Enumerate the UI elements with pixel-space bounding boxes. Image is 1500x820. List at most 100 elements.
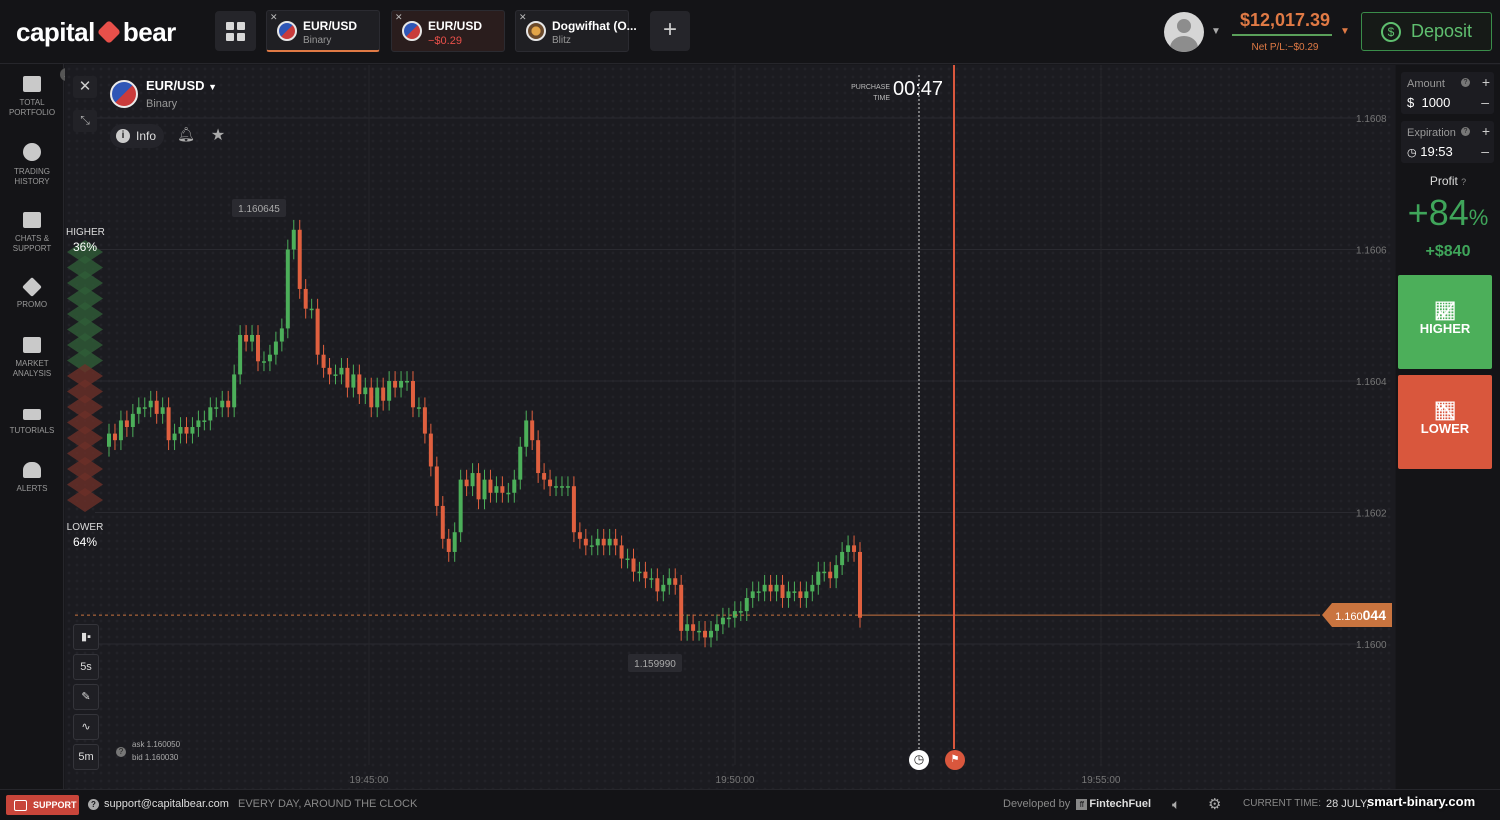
candle-body: [470, 473, 475, 487]
support-button[interactable]: SUPPORT: [6, 795, 79, 815]
candle-body: [846, 545, 851, 552]
info-button[interactable]: i Info: [110, 124, 165, 148]
support-email-link[interactable]: support@capitalbear.com: [88, 798, 229, 810]
timeframe-button[interactable]: 5m: [73, 744, 99, 770]
indicators-button[interactable]: ∿: [73, 714, 99, 740]
current-price-tag: 1.160044: [1322, 603, 1392, 627]
sidebar-item-chats-support[interactable]: CHATS & SUPPORT: [0, 212, 64, 254]
interval-button[interactable]: 5s: [73, 654, 99, 680]
gear-icon[interactable]: ⚙: [1208, 796, 1222, 813]
finish-flag-icon: ⚑: [945, 750, 965, 770]
candle-body: [786, 591, 791, 598]
amount-value[interactable]: $ 1000: [1407, 95, 1450, 110]
candle-body: [595, 538, 600, 546]
star-icon[interactable]: ★: [210, 127, 226, 144]
low-label-box: [628, 654, 682, 672]
higher-button[interactable]: 📈︎ HIGHER: [1398, 275, 1492, 369]
logo-text-right: bear: [122, 16, 176, 47]
sidebar-item-tutorials[interactable]: TUTORIALS: [0, 406, 64, 436]
sidebar-item-trading-history[interactable]: TRADING HISTORY: [0, 143, 64, 187]
close-tab-icon[interactable]: ✕: [270, 12, 278, 22]
asset-selector[interactable]: EUR/USD ▼: [146, 78, 217, 93]
clock-icon: [23, 143, 41, 161]
logo[interactable]: capital bear: [16, 14, 176, 50]
amount-minus-button[interactable]: –: [1481, 94, 1489, 110]
sidebar-item-market-analysis[interactable]: MARKET ANALYSIS: [0, 337, 64, 379]
candle-body: [333, 374, 338, 376]
candle-body: [244, 334, 249, 342]
candle-body: [536, 440, 541, 474]
ask-value: ask 1.160050: [132, 740, 181, 749]
sidebar-item-total-portfolio[interactable]: 1 TOTAL PORTFOLIO: [0, 68, 73, 118]
grid-cell-icon: [226, 22, 234, 30]
close-tab-icon[interactable]: ✕: [519, 12, 527, 22]
tab-asset-name: EUR/USD: [428, 19, 483, 33]
y-tick-label: 1.1600: [1356, 640, 1387, 651]
help-icon[interactable]: ?: [1461, 78, 1470, 87]
balance-chevron-down-icon[interactable]: ▼: [1340, 26, 1350, 37]
question-icon[interactable]: ?: [116, 747, 126, 757]
candle-body: [834, 565, 839, 579]
candle-body: [524, 420, 529, 447]
candle-body: [399, 381, 404, 388]
chart-type-button[interactable]: ▮▪: [73, 624, 99, 650]
profit-amount: +$840: [1425, 243, 1471, 260]
sidebar-item-promo[interactable]: PROMO: [0, 277, 64, 310]
candle-body: [506, 492, 511, 495]
chart-area[interactable]: 1.1608 1.1606 1.1604 1.1602 1.1600 19:45:00 19…: [65, 65, 1395, 789]
tab-pl-value: −$0.29: [428, 35, 462, 47]
lower-chevron-icon: [67, 426, 103, 450]
collapse-icon[interactable]: ⤡: [73, 110, 97, 132]
candle-body: [422, 407, 427, 434]
expiration-label: Expiration: [1407, 127, 1456, 139]
close-tab-icon[interactable]: ✕: [395, 12, 403, 22]
trend-up-icon: 📈︎: [1433, 301, 1457, 321]
candle-body: [208, 407, 213, 421]
amount-plus-button[interactable]: +: [1481, 74, 1490, 90]
add-tab-button[interactable]: +: [650, 11, 690, 51]
draw-tool-button[interactable]: ✎: [73, 684, 99, 710]
candle-body: [357, 374, 362, 395]
sidebar-item-label: ALERTS: [16, 484, 48, 493]
asset-tab-eurusd-trade[interactable]: ✕ EUR/USD −$0.29: [391, 10, 505, 52]
expiration-plus-button[interactable]: +: [1481, 123, 1490, 139]
y-tick-label: 1.1602: [1356, 509, 1387, 520]
sidebar-item-alerts[interactable]: ALERTS: [0, 462, 64, 494]
price-chart[interactable]: 1.1608 1.1606 1.1604 1.1602 1.1600 19:45:00 19…: [65, 65, 1395, 789]
top-bar: capital bear ✕ EUR/USD Binary ✕ EUR/USD …: [0, 0, 1500, 64]
volume-icon[interactable]: 🔈︎: [1172, 796, 1181, 812]
candle-body: [649, 578, 654, 580]
higher-chevron-icon: [67, 255, 103, 280]
candle-body: [285, 249, 290, 329]
balance-value[interactable]: $12,017.39: [1239, 10, 1331, 30]
eu-us-flag-icon: [110, 80, 138, 108]
lower-chevron-icon: [67, 395, 103, 419]
candle-body: [852, 545, 857, 552]
layout-grid-button[interactable]: [215, 11, 256, 51]
eu-us-flag-icon: [277, 21, 297, 41]
expiration-value[interactable]: ◷ 19:53: [1407, 144, 1453, 159]
avatar[interactable]: [1164, 12, 1204, 52]
sidebar-item-label: TRADING HISTORY: [14, 167, 50, 186]
candle-body: [220, 400, 225, 408]
expiration-minus-button[interactable]: –: [1481, 143, 1489, 159]
candle-body: [321, 354, 326, 368]
current-time-label: CURRENT TIME:: [1243, 798, 1321, 809]
lower-button[interactable]: 📉︎ LOWER: [1398, 375, 1492, 469]
asset-tab-dogwifhat[interactable]: ✕ Dogwifhat (O... Blitz: [515, 10, 637, 52]
amount-field[interactable]: Amount ? + $ 1000 –: [1401, 72, 1494, 114]
currency-symbol: $: [1407, 95, 1415, 110]
asset-tab-eurusd-binary[interactable]: ✕ EUR/USD Binary: [266, 10, 380, 52]
help-icon[interactable]: ?: [1461, 177, 1467, 187]
deposit-button[interactable]: $ Deposit: [1361, 12, 1492, 51]
candle-body: [559, 486, 564, 488]
candle-body: [261, 361, 266, 363]
candle-body: [387, 381, 392, 401]
bell-icon[interactable]: 🔔︎: [177, 126, 195, 142]
help-icon[interactable]: ?: [1461, 127, 1470, 136]
close-chart-button[interactable]: ✕: [73, 76, 97, 98]
purchase-time-label: PURCHASE TIME: [851, 84, 890, 102]
expiration-field[interactable]: Expiration ? + ◷ 19:53 –: [1401, 121, 1494, 163]
avatar-chevron-down-icon[interactable]: ▼: [1211, 26, 1221, 37]
sentiment-higher-label: HIGHER: [66, 227, 105, 238]
